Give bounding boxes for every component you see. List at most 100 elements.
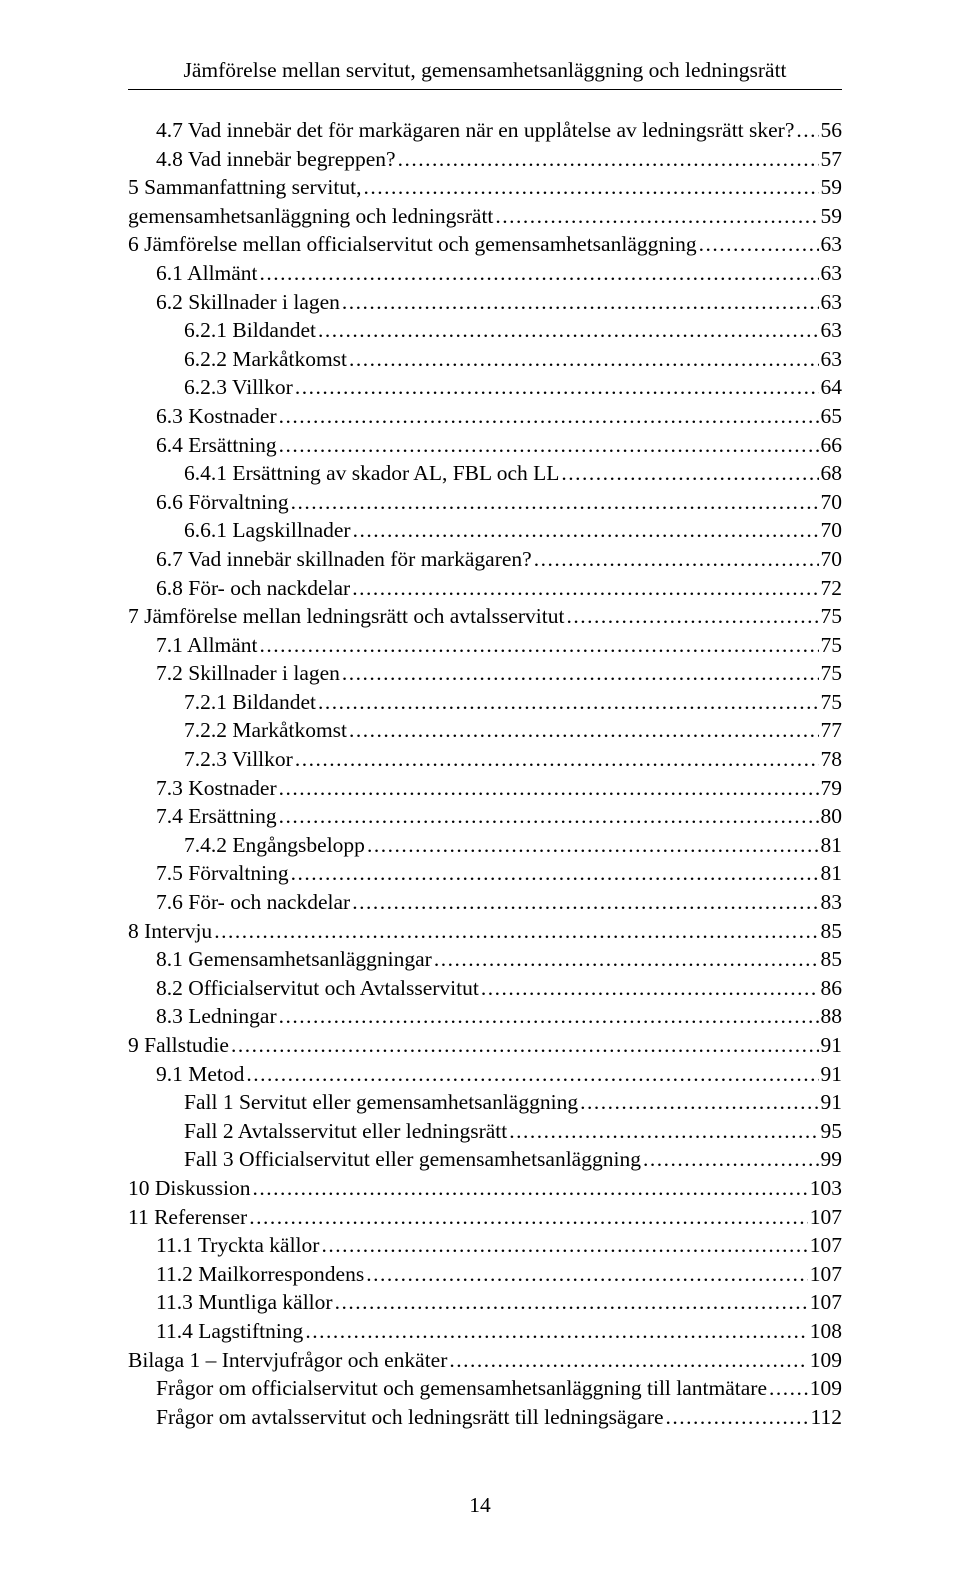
toc-entry: 7.2.1 Bildandet 75: [128, 688, 842, 717]
toc-entry-leader: [352, 574, 818, 603]
toc-entry-label: 7.4.2 Engångsbelopp: [184, 831, 365, 860]
page-header-title: Jämförelse mellan servitut, gemensamhets…: [128, 58, 842, 83]
toc-entry-leader: [335, 1288, 808, 1317]
toc-entry-label: 7.2.3 Villkor: [184, 745, 293, 774]
toc-entry-leader: [580, 1088, 818, 1117]
toc-entry-page: 63: [821, 345, 843, 374]
toc-entry-page: 85: [821, 945, 843, 974]
toc-entry-label: 6.4.1 Ersättning av skador AL, FBL och L…: [184, 459, 559, 488]
toc-entry: 6.2.1 Bildandet 63: [128, 316, 842, 345]
toc-entry-label: 8 Intervju: [128, 917, 212, 946]
toc-entry-label: 5 Sammanfattning servitut,: [128, 173, 361, 202]
toc-entry-label: 4.7 Vad innebär det för markägaren när e…: [156, 116, 794, 145]
toc-entry: 7 Jämförelse mellan ledningsrätt och avt…: [128, 602, 842, 631]
toc-entry-leader: [279, 431, 819, 460]
toc-entry: Frågor om avtalsservitut och ledningsrät…: [128, 1403, 842, 1432]
toc-entry-label: Fall 2 Avtalsservitut eller ledningsrätt: [184, 1117, 507, 1146]
toc-entry: 11.2 Mailkorrespondens 107: [128, 1260, 842, 1289]
toc-entry-label: 11 Referenser: [128, 1203, 247, 1232]
toc-entry-leader: [231, 1031, 819, 1060]
toc-entry-page: 72: [821, 574, 843, 603]
toc-entry-page: 56: [821, 116, 843, 145]
toc-entry-page: 91: [821, 1060, 843, 1089]
toc-entry-leader: [279, 802, 819, 831]
toc-entry-page: 86: [821, 974, 843, 1003]
toc-entry-page: 75: [821, 602, 843, 631]
toc-entry-page: 70: [821, 516, 843, 545]
toc-entry-leader: [561, 459, 818, 488]
toc-entry-label: 9 Fallstudie: [128, 1031, 229, 1060]
toc-entry-leader: [279, 1002, 819, 1031]
toc-entry-page: 107: [810, 1260, 842, 1289]
toc-entry: 7.2.2 Markåtkomst 77: [128, 716, 842, 745]
page-number: 14: [0, 1493, 960, 1518]
toc-entry-page: 88: [821, 1002, 843, 1031]
toc-entry: 7.2 Skillnader i lagen 75: [128, 659, 842, 688]
toc-entry-label: 11.1 Tryckta källor: [156, 1231, 319, 1260]
toc-entry-label: 6.2.1 Bildandet: [184, 316, 316, 345]
toc-entry: Fall 2 Avtalsservitut eller ledningsrätt…: [128, 1117, 842, 1146]
toc-entry-label: 11.4 Lagstiftning: [156, 1317, 303, 1346]
toc-entry-leader: [342, 659, 819, 688]
toc-entry: 11 Referenser 107: [128, 1203, 842, 1232]
toc-entry-page: 107: [810, 1288, 842, 1317]
toc-entry-leader: [509, 1117, 818, 1146]
toc-entry-leader: [666, 1403, 809, 1432]
toc-entry-label: 6.8 För- och nackdelar: [156, 574, 350, 603]
toc-entry-label: 7.5 Förvaltning: [156, 859, 289, 888]
toc-entry-label: 6.2.2 Markåtkomst: [184, 345, 347, 374]
toc-entry-label: 7.3 Kostnader: [156, 774, 277, 803]
toc-entry-leader: [349, 716, 818, 745]
toc-entry: 10 Diskussion 103: [128, 1174, 842, 1203]
toc-entry-page: 81: [821, 831, 843, 860]
toc-entry-label: 6.3 Kostnader: [156, 402, 277, 431]
toc-entry-label: 7.1 Allmänt: [156, 631, 258, 660]
toc-entry-label: gemensamhetsanläggning och ledningsrätt: [128, 202, 493, 231]
toc-entry-leader: [366, 1260, 808, 1289]
toc-entry-page: 95: [821, 1117, 843, 1146]
page-container: Jämförelse mellan servitut, gemensamhets…: [0, 0, 960, 1574]
toc-entry: 4.8 Vad innebär begreppen? 57: [128, 145, 842, 174]
toc-entry: 8.2 Officialservitut och Avtalsservitut …: [128, 974, 842, 1003]
toc-entry-page: 75: [821, 631, 843, 660]
toc-entry-page: 91: [821, 1031, 843, 1060]
toc-entry-leader: [566, 602, 818, 631]
toc-entry-label: 8.1 Gemensamhetsanläggningar: [156, 945, 432, 974]
toc-entry-label: 6.2.3 Villkor: [184, 373, 293, 402]
toc-entry-leader: [363, 173, 818, 202]
table-of-contents: 4.7 Vad innebär det för markägaren när e…: [128, 116, 842, 1431]
toc-entry: 6.1 Allmänt 63: [128, 259, 842, 288]
toc-entry-page: 70: [821, 488, 843, 517]
toc-entry-label: 6 Jämförelse mellan officialservitut och…: [128, 230, 697, 259]
toc-entry-label: 7.2 Skillnader i lagen: [156, 659, 340, 688]
toc-entry-label: Frågor om officialservitut och gemensamh…: [156, 1374, 767, 1403]
toc-entry-leader: [398, 145, 819, 174]
toc-entry-leader: [305, 1317, 807, 1346]
toc-entry-leader: [291, 859, 819, 888]
toc-entry-leader: [260, 259, 819, 288]
toc-entry-page: 59: [821, 173, 843, 202]
toc-entry-leader: [321, 1231, 807, 1260]
toc-entry-leader: [449, 1346, 807, 1375]
toc-entry-page: 68: [821, 459, 843, 488]
toc-entry: Fall 3 Officialservitut eller gemensamhe…: [128, 1145, 842, 1174]
toc-entry: 7.5 Förvaltning 81: [128, 859, 842, 888]
toc-entry-leader: [353, 516, 819, 545]
toc-entry: Fall 1 Servitut eller gemensamhetsanlägg…: [128, 1088, 842, 1117]
toc-entry-page: 65: [821, 402, 843, 431]
toc-entry: 7.4 Ersättning 80: [128, 802, 842, 831]
toc-entry: 5 Sammanfattning servitut, 59: [128, 173, 842, 202]
toc-entry: gemensamhetsanläggning och ledningsrätt …: [128, 202, 842, 231]
toc-entry: 7.4.2 Engångsbelopp 81: [128, 831, 842, 860]
toc-entry: 6.4 Ersättning 66: [128, 431, 842, 460]
toc-entry-page: 59: [821, 202, 843, 231]
toc-entry-leader: [249, 1203, 808, 1232]
toc-entry-leader: [291, 488, 819, 517]
toc-entry-leader: [342, 288, 819, 317]
toc-entry-page: 109: [810, 1346, 842, 1375]
toc-entry-leader: [796, 116, 818, 145]
toc-entry-page: 79: [821, 774, 843, 803]
toc-entry: 9 Fallstudie 91: [128, 1031, 842, 1060]
toc-entry: 6.7 Vad innebär skillnaden för markägare…: [128, 545, 842, 574]
toc-entry-label: Frågor om avtalsservitut och ledningsrät…: [156, 1403, 664, 1432]
